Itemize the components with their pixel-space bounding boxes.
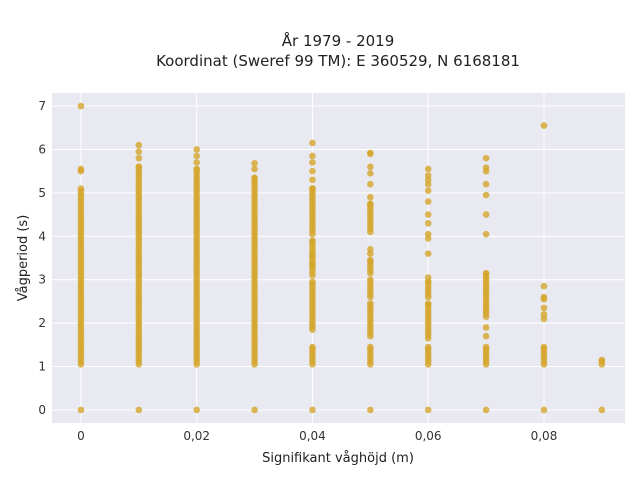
data-point (424, 300, 432, 307)
data-point (309, 237, 316, 244)
data-point (482, 324, 490, 331)
data-point (193, 152, 200, 160)
data-point (482, 230, 490, 238)
data-point (367, 246, 374, 253)
data-point (482, 211, 490, 218)
data-point (424, 165, 432, 173)
data-point (424, 230, 432, 238)
data-point (367, 256, 374, 264)
data-point (309, 185, 316, 192)
data-point (482, 154, 490, 162)
data-point (193, 146, 200, 153)
data-point (309, 261, 316, 268)
data-point (482, 269, 490, 277)
data-point (135, 148, 143, 155)
data-point (424, 219, 432, 227)
data-point (424, 172, 432, 179)
data-point (135, 406, 143, 414)
data-point (540, 406, 548, 414)
data-point (193, 406, 200, 414)
data-point (367, 200, 374, 208)
x-tick-label: 0 (77, 429, 85, 443)
data-point (367, 406, 374, 414)
data-point (309, 278, 316, 286)
x-tick-label: 0,02 (183, 429, 210, 443)
data-point (309, 167, 316, 175)
y-tick-label: 3 (38, 273, 46, 287)
data-point (367, 193, 374, 201)
plot-area (52, 93, 625, 423)
data-point (367, 343, 374, 351)
data-point (309, 343, 316, 351)
data-point (540, 343, 548, 351)
data-point (482, 164, 490, 171)
y-tick-label: 4 (38, 229, 46, 243)
data-point (77, 102, 85, 110)
y-tick-label: 1 (38, 360, 46, 374)
data-point (482, 406, 490, 414)
y-tick-label: 5 (38, 186, 46, 200)
data-point (540, 311, 548, 318)
data-point (540, 282, 548, 290)
y-axis-label: Vågperiod (s) (16, 215, 31, 302)
y-tick-labels: 0 1 2 3 4 5 6 7 (38, 99, 46, 417)
data-point (367, 149, 374, 157)
data-point (540, 304, 548, 312)
data-point (77, 185, 85, 192)
x-tick-labels: 0 0,02 0,04 0,06 0,08 (77, 429, 557, 443)
data-point (309, 152, 316, 160)
x-tick-label: 0,06 (415, 429, 442, 443)
data-point (367, 276, 374, 284)
data-point (367, 163, 374, 171)
data-point (309, 176, 316, 184)
data-point (309, 159, 316, 166)
data-point (424, 211, 432, 218)
data-point (309, 406, 316, 414)
data-point (598, 356, 606, 364)
chart-title-line-1: År 1979 - 2019 (282, 31, 395, 50)
y-tick-label: 0 (38, 403, 46, 417)
data-point (367, 170, 374, 177)
data-point (135, 163, 143, 171)
data-point (424, 187, 432, 194)
chart-title-line-2: Koordinat (Sweref 99 TM): E 360529, N 61… (156, 52, 520, 70)
data-point (540, 122, 548, 129)
data-point (540, 293, 548, 301)
x-tick-label: 0,08 (531, 429, 558, 443)
data-point (367, 300, 374, 307)
data-point (251, 406, 258, 414)
y-tick-label: 2 (38, 316, 46, 330)
data-point (482, 191, 490, 199)
data-point (482, 180, 490, 188)
data-point (424, 406, 432, 414)
data-point (193, 165, 200, 173)
data-point (424, 198, 432, 205)
y-tick-label: 6 (38, 142, 46, 156)
data-point (367, 180, 374, 188)
data-point (309, 252, 316, 260)
data-point (424, 343, 432, 351)
data-point (251, 165, 258, 173)
data-point (251, 160, 258, 167)
data-point (135, 141, 143, 149)
data-point (77, 406, 85, 414)
data-point (598, 406, 606, 414)
data-point (309, 139, 316, 147)
y-tick-label: 7 (38, 99, 46, 113)
data-point (193, 159, 200, 166)
data-point (251, 174, 258, 181)
data-points (77, 102, 606, 414)
data-point (77, 165, 85, 173)
x-tick-label: 0,04 (299, 429, 326, 443)
data-point (135, 154, 143, 162)
data-point (424, 250, 432, 257)
data-point (424, 274, 432, 281)
data-point (482, 332, 490, 340)
x-axis-label: Signifikant våghöjd (m) (262, 451, 414, 466)
data-point (482, 343, 490, 351)
